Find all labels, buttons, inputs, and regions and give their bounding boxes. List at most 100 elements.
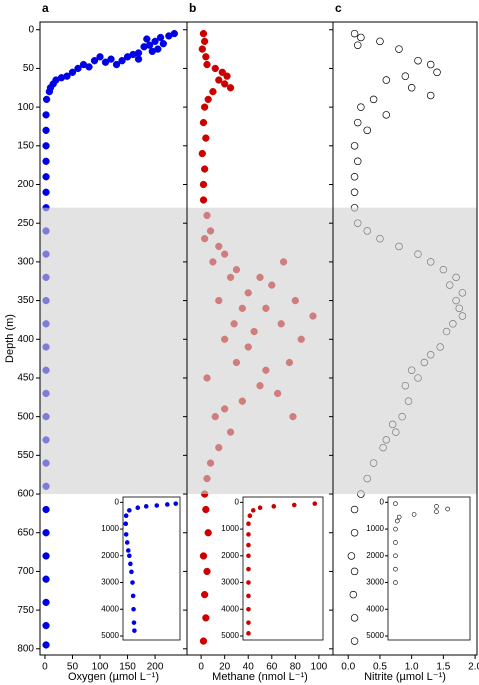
data-point [218, 68, 226, 76]
data-point [350, 567, 359, 576]
data-point [353, 41, 362, 49]
data-point [226, 84, 235, 92]
inset-point [246, 593, 251, 599]
data-point [123, 53, 132, 61]
data-point [68, 68, 77, 76]
data-point [215, 76, 223, 84]
data-point [151, 37, 159, 45]
data-point [211, 64, 219, 73]
data-point [353, 118, 362, 127]
x-tick-label: 150 [119, 662, 136, 673]
data-point [42, 157, 50, 165]
inset-point [434, 509, 439, 515]
inset-y-tick-label: 0 [380, 497, 385, 506]
inset-point [271, 504, 277, 509]
inset-y-tick-label: 5000 [101, 631, 119, 640]
inset-y-tick-label: 5000 [221, 631, 239, 640]
data-point [101, 58, 110, 66]
inset-point [165, 502, 170, 507]
inset-y-tick-label: 4000 [366, 604, 384, 613]
data-point [90, 57, 99, 65]
data-point [203, 60, 211, 69]
data-point [42, 575, 50, 583]
data-point [199, 196, 208, 204]
inset-point [393, 566, 398, 572]
x-tick-label: 200 [147, 662, 164, 673]
data-point [199, 637, 208, 645]
data-point [42, 529, 50, 537]
data-point [350, 505, 359, 514]
x-tick-label: 20 [219, 662, 231, 673]
y-tick-label: 300 [17, 257, 34, 268]
panel-label: c [335, 1, 342, 15]
inset-point [257, 505, 263, 510]
data-point [199, 552, 208, 560]
y-tick-label: 550 [17, 450, 34, 461]
inset-point [131, 620, 137, 625]
inset-point [130, 580, 135, 585]
y-tick-label: 750 [17, 605, 34, 616]
inset-point [125, 548, 131, 553]
inset-point [246, 532, 251, 537]
inset-point [393, 526, 398, 532]
inset-frame [242, 496, 324, 641]
inset-point [395, 518, 400, 524]
y-tick-label: 600 [17, 489, 34, 500]
inset-point [246, 553, 251, 559]
data-point [414, 56, 422, 65]
data-point [42, 505, 50, 514]
data-point [79, 60, 88, 69]
y-tick-label: 500 [17, 411, 34, 422]
inset-y-tick-label: 2000 [101, 551, 119, 560]
inset-point [393, 540, 398, 545]
inset-point [445, 506, 450, 512]
x-axis-label: Methane (nmol L⁻¹) [212, 671, 308, 683]
data-point [426, 60, 435, 69]
data-point [42, 173, 50, 181]
shaded-band [333, 207, 477, 495]
x-axis-label: Nitrite (µmol L⁻¹) [364, 671, 446, 683]
data-point [201, 37, 209, 45]
x-tick-label: 1.5 [436, 662, 450, 673]
panel-label: a [42, 1, 49, 15]
data-point [202, 134, 210, 142]
inset-point [246, 566, 251, 572]
x-tick-label: 0 [42, 662, 48, 673]
data-point [221, 80, 229, 88]
data-point [202, 505, 210, 514]
data-point [42, 126, 50, 134]
inset-point [130, 593, 136, 599]
inset-y-tick-label: 0 [235, 497, 240, 506]
data-point [42, 95, 51, 104]
data-point [42, 598, 50, 607]
data-point [159, 40, 167, 48]
data-point [350, 614, 359, 622]
data-point [112, 60, 121, 69]
data-point [204, 529, 212, 537]
inset-point [434, 504, 439, 509]
inset-y-tick-label: 3000 [101, 578, 119, 587]
inset-y-tick-label: 3000 [366, 578, 384, 587]
inset-point [312, 501, 318, 506]
data-point [202, 53, 210, 61]
inset-point [246, 580, 251, 585]
data-point [426, 91, 435, 100]
data-point [154, 45, 162, 53]
inset-point [246, 542, 251, 548]
y-tick-label: 450 [17, 373, 34, 384]
data-point [433, 68, 441, 77]
y-tick-label: 700 [17, 566, 34, 577]
data-point [199, 180, 208, 189]
data-point [223, 72, 231, 80]
x-tick-label: 1.0 [405, 662, 419, 673]
inset-point [246, 620, 251, 625]
inset-point [393, 553, 398, 559]
data-point [350, 29, 359, 38]
inset-point [246, 521, 251, 527]
inset-point [123, 513, 129, 519]
data-point [199, 29, 208, 38]
data-point [96, 53, 104, 61]
y-tick-label: 200 [17, 179, 34, 190]
data-point [140, 43, 148, 51]
